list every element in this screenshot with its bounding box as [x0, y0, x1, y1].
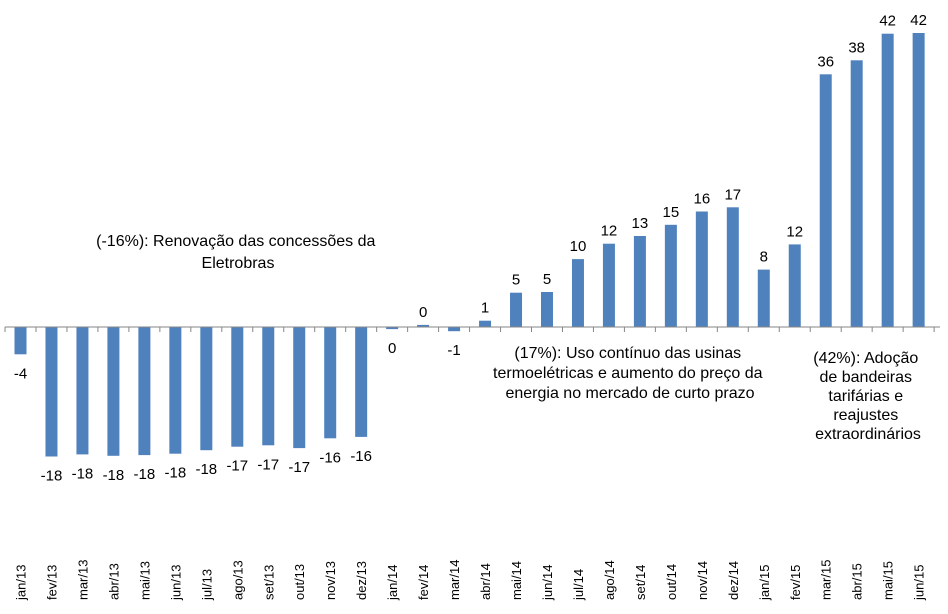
bar-fev/14 [417, 324, 430, 327]
x-axis-tick-labels: jan/13 fev/13 mar/13 abr/13 mai/13 jun/13 jul/… [14, 560, 927, 601]
bar-set/14 [633, 236, 646, 327]
x-tick-label: abr/14 [478, 563, 493, 600]
bar-set/13 [262, 327, 275, 446]
bar-jul/13 [200, 327, 213, 451]
data-labels: -4 -18 -18 -18 -18 -18 -18 -17 -17 -17 -16 -16 0 0 -1 1… [14, 12, 927, 485]
data-label: -18 [134, 466, 156, 483]
x-tick-label: fev/14 [416, 565, 431, 600]
x-tick-label: mai/15 [881, 561, 896, 600]
x-tick-label: ago/14 [602, 560, 617, 600]
data-label: -18 [72, 465, 94, 482]
bar-jun/15 [912, 33, 925, 327]
data-label: 15 [663, 204, 680, 221]
bar-abr/13 [107, 327, 120, 456]
x-tick-label: ago/13 [230, 560, 245, 600]
annotation-termoeletricas: (17%): Uso contínuo das usinas termoelét… [493, 345, 767, 402]
x-tick-label: jul/13 [199, 569, 214, 601]
data-label: 38 [848, 39, 865, 56]
annotation-bandeiras: (42%): Adoção de bandeiras tarifárias e … [813, 350, 922, 443]
x-tick-label: jun/13 [168, 565, 183, 601]
bar-out/14 [664, 224, 677, 327]
data-label: 1 [481, 300, 489, 317]
data-label: 5 [512, 272, 520, 289]
data-label: -1 [447, 342, 460, 359]
x-tick-label: nov/13 [323, 561, 338, 600]
bar-fev/13 [45, 327, 58, 457]
data-label: 8 [760, 249, 768, 266]
x-tick-label: dez/13 [354, 561, 369, 600]
bar-mai/13 [138, 327, 151, 456]
bar-ago/13 [231, 327, 244, 447]
x-tick-label: fev/13 [44, 565, 59, 600]
data-label: 42 [910, 12, 927, 29]
data-label: -17 [226, 458, 248, 475]
data-label: -18 [165, 465, 187, 482]
bar-nov/14 [695, 211, 708, 327]
annotation-eletrobras: (-16%): Renovação das concessões da Elet… [96, 233, 380, 272]
x-tick-label: jul/14 [571, 569, 586, 601]
bars [14, 33, 925, 457]
x-tick-label: out/13 [292, 564, 307, 600]
x-tick-label: out/14 [664, 564, 679, 600]
data-label: 0 [388, 340, 396, 357]
x-tick-label: dez/14 [726, 561, 741, 600]
data-label: 12 [786, 223, 803, 240]
bar-abr/15 [850, 60, 863, 328]
bar-mar/15 [819, 74, 832, 327]
x-tick-label: set/13 [261, 565, 276, 600]
data-label: 0 [419, 304, 427, 321]
x-tick-label: abr/15 [850, 563, 865, 600]
bar-jan/15 [757, 269, 770, 327]
x-tick-label: jan/15 [757, 565, 772, 601]
bar-dez/13 [355, 327, 368, 437]
x-tick-label: jan/14 [385, 565, 400, 601]
data-label: -17 [257, 456, 279, 473]
x-tick-label: abr/13 [106, 563, 121, 600]
bar-mai/14 [510, 292, 523, 327]
bar-mar/14 [448, 327, 461, 332]
bar-abr/14 [479, 320, 492, 327]
x-tick-label: fev/15 [788, 565, 803, 600]
data-label: -17 [288, 459, 310, 476]
x-tick-label: mai/14 [509, 561, 524, 600]
data-label: 12 [601, 223, 618, 240]
bar-jul/14 [571, 259, 584, 327]
data-label: -18 [195, 461, 217, 478]
x-tick-label: mar/15 [819, 560, 834, 600]
data-label: 16 [693, 191, 710, 208]
data-label: 17 [724, 186, 741, 203]
x-tick-label: set/14 [633, 565, 648, 600]
bar-jan/14 [386, 327, 399, 330]
bar-nov/13 [324, 327, 337, 439]
data-label: -16 [319, 449, 341, 466]
data-label: 13 [632, 215, 649, 232]
x-tick-label: nov/14 [695, 561, 710, 600]
data-label: 5 [543, 271, 551, 288]
x-tick-label: mar/14 [447, 560, 462, 600]
x-tick-label: mai/13 [137, 561, 152, 600]
bar-jun/13 [169, 327, 182, 454]
bar-mai/15 [881, 33, 894, 327]
data-label: -16 [350, 448, 372, 465]
bar-dez/14 [726, 207, 739, 327]
data-label: -18 [41, 468, 63, 485]
x-tick-label: jun/14 [540, 565, 555, 601]
bar-fev/15 [788, 244, 801, 327]
x-axis-ticks [4, 327, 935, 332]
data-label: 10 [570, 238, 587, 255]
bar-jan/13 [14, 327, 27, 355]
x-tick-label: mar/13 [75, 560, 90, 600]
bar-ago/14 [602, 243, 615, 327]
bar-jun/14 [540, 292, 553, 327]
bar-out/13 [293, 327, 306, 449]
x-tick-label: jun/15 [912, 565, 927, 601]
bar-mar/13 [76, 327, 89, 455]
data-label: 42 [879, 13, 896, 30]
x-tick-label: jan/13 [14, 565, 29, 601]
data-label: -18 [103, 467, 125, 484]
data-label: 36 [817, 53, 834, 70]
data-label: -4 [14, 365, 27, 382]
